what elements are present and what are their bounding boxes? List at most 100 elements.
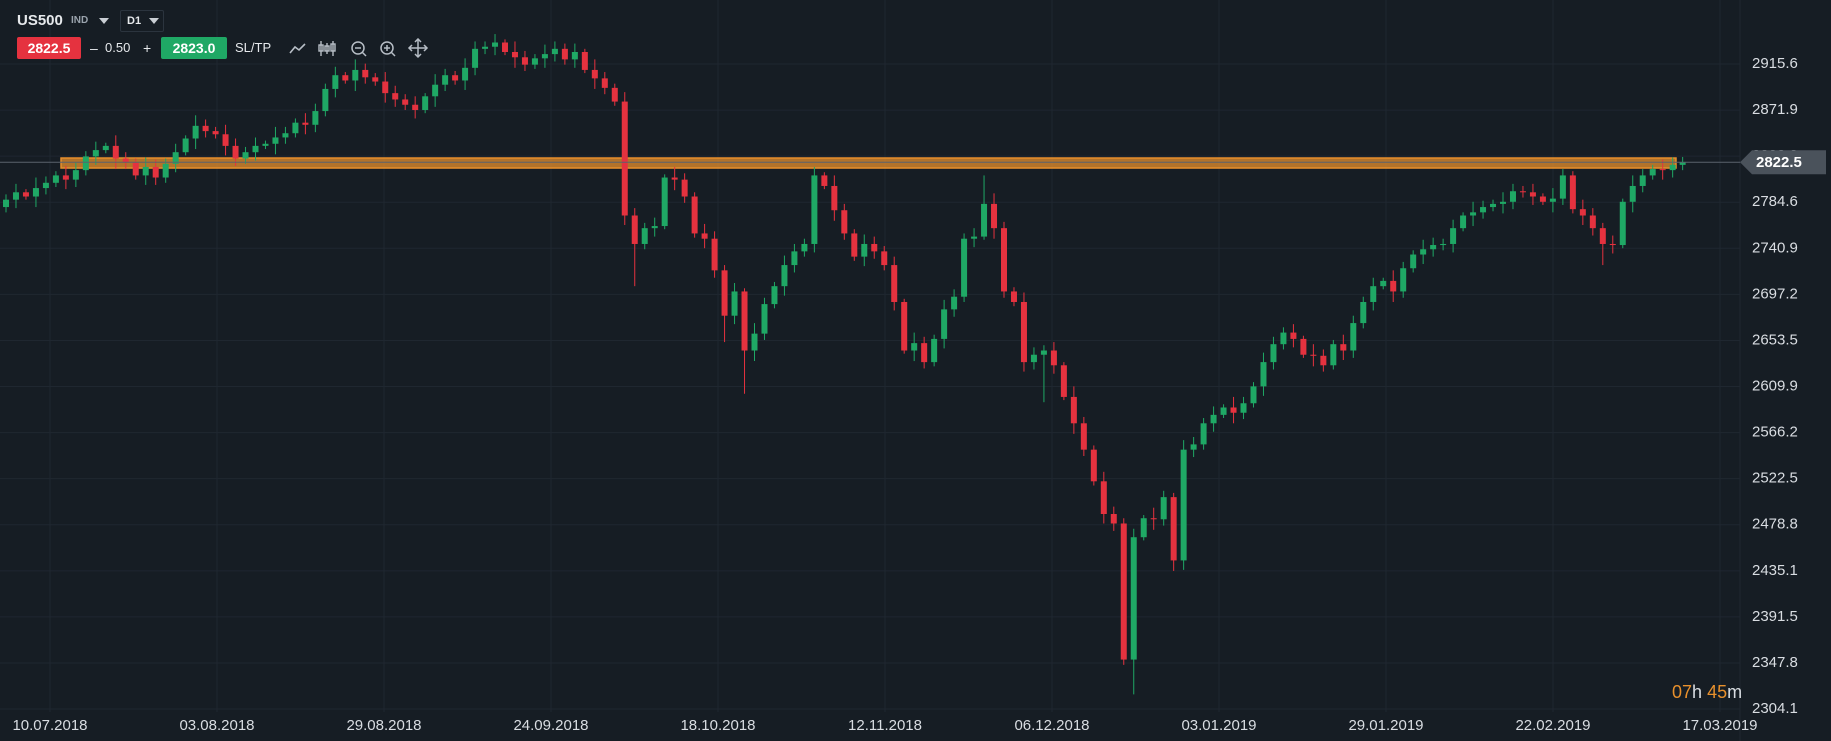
candle-body [851,233,858,257]
y-tick-label: 2478.8 [1752,516,1798,533]
candle-body [1090,449,1097,482]
indicators-icon[interactable] [318,41,336,56]
sell-button[interactable]: 2822.5 [17,37,81,59]
candle-body [102,145,109,151]
candle-body [1001,228,1007,292]
zoom-in-icon[interactable] [380,41,396,57]
chart-type-icon[interactable] [289,43,306,54]
candle-body [1420,249,1427,255]
candle-body [931,338,938,363]
candle-body [741,291,748,351]
candle-body [152,166,159,178]
candle-body [1010,291,1017,302]
x-tick-label: 18.10.2018 [680,717,755,734]
pan-icon[interactable] [407,38,429,59]
candle-body [352,69,359,81]
candle-body [541,54,548,59]
candle-body [132,162,139,176]
candle-body [551,48,558,55]
x-tick-label: 10.07.2018 [12,717,87,734]
volume-plus[interactable]: + [143,40,152,56]
x-tick-label: 29.08.2018 [346,717,421,734]
candle-body [511,52,518,58]
candle-body [891,265,898,302]
candle-body [192,125,199,139]
candle-body [452,75,459,81]
candle-body [1180,449,1187,561]
candle-body [781,265,788,287]
candle-body [222,134,229,146]
candle-body [1549,198,1556,202]
candle-body [1649,169,1656,176]
candle-body [1529,192,1536,197]
volume-minus[interactable]: – [90,40,98,56]
x-tick-label: 24.09.2018 [513,717,588,734]
candle-body [1599,228,1606,244]
zoom-out-icon[interactable] [351,41,367,57]
candle-body [1270,344,1277,363]
candle-body [591,69,598,79]
candle-body [462,67,469,81]
candle-body [641,228,648,244]
candle-body [42,182,49,189]
candle-body [1629,185,1636,202]
y-tick-label: 2347.8 [1752,654,1798,671]
x-tick-label: 22.02.2019 [1515,717,1590,734]
candle-body [1120,523,1127,660]
candle-body [272,137,279,144]
candle-body [1639,175,1646,186]
candle-body [142,166,149,176]
y-tick-label: 2653.5 [1752,331,1798,348]
candle-body [342,75,349,81]
candle-body [292,122,299,134]
candles [3,34,1686,695]
candle-body [1609,243,1616,246]
candle-body [1100,481,1107,515]
candle-body [202,125,209,132]
timer-hours: 07 [1672,682,1693,702]
candle-body [1030,354,1037,363]
candle-body [1280,332,1287,345]
buy-button[interactable]: 2823.0 [161,37,227,59]
candle-body [1190,444,1197,450]
candle-body [1310,354,1317,356]
volume[interactable]: 0.50 [105,40,131,55]
candle-body [372,77,379,82]
candle-body [472,48,479,68]
toolbar-icons [289,38,429,59]
candle-body [671,177,678,180]
candle-body [52,175,59,183]
y-tick-label: 2915.6 [1752,55,1798,72]
candle-body [1659,169,1666,171]
candle-body [1500,201,1506,204]
symbol-dropdown[interactable] [98,17,110,25]
sltp-button[interactable]: SL/TP [235,40,272,55]
candle-body [1460,215,1467,229]
candle-body [432,84,439,97]
candle-body [1230,407,1237,413]
candle-body [362,69,369,78]
symbol[interactable]: US500 [17,12,63,29]
candle-body [1450,228,1457,244]
candle-body [821,175,828,186]
candle-body [561,48,568,60]
candle-body [1390,280,1397,292]
candle-body [1330,344,1337,366]
candle-body [492,42,499,47]
candle-body [721,270,728,316]
candle-body [581,52,588,70]
timeframe-box[interactable]: D1 [120,10,164,32]
y-tick-label: 2304.1 [1752,700,1798,717]
x-tick-label: 03.08.2018 [179,717,254,734]
x-tick-label: 06.12.2018 [1014,717,1089,734]
candle-body [312,111,319,125]
candle-body [871,243,878,252]
candle-body [921,343,928,363]
candle-body [911,343,918,351]
candle-body [252,145,259,153]
candle-body [711,238,718,271]
candle-body [262,143,269,146]
candle-body [122,158,129,163]
candle-body [182,138,189,153]
